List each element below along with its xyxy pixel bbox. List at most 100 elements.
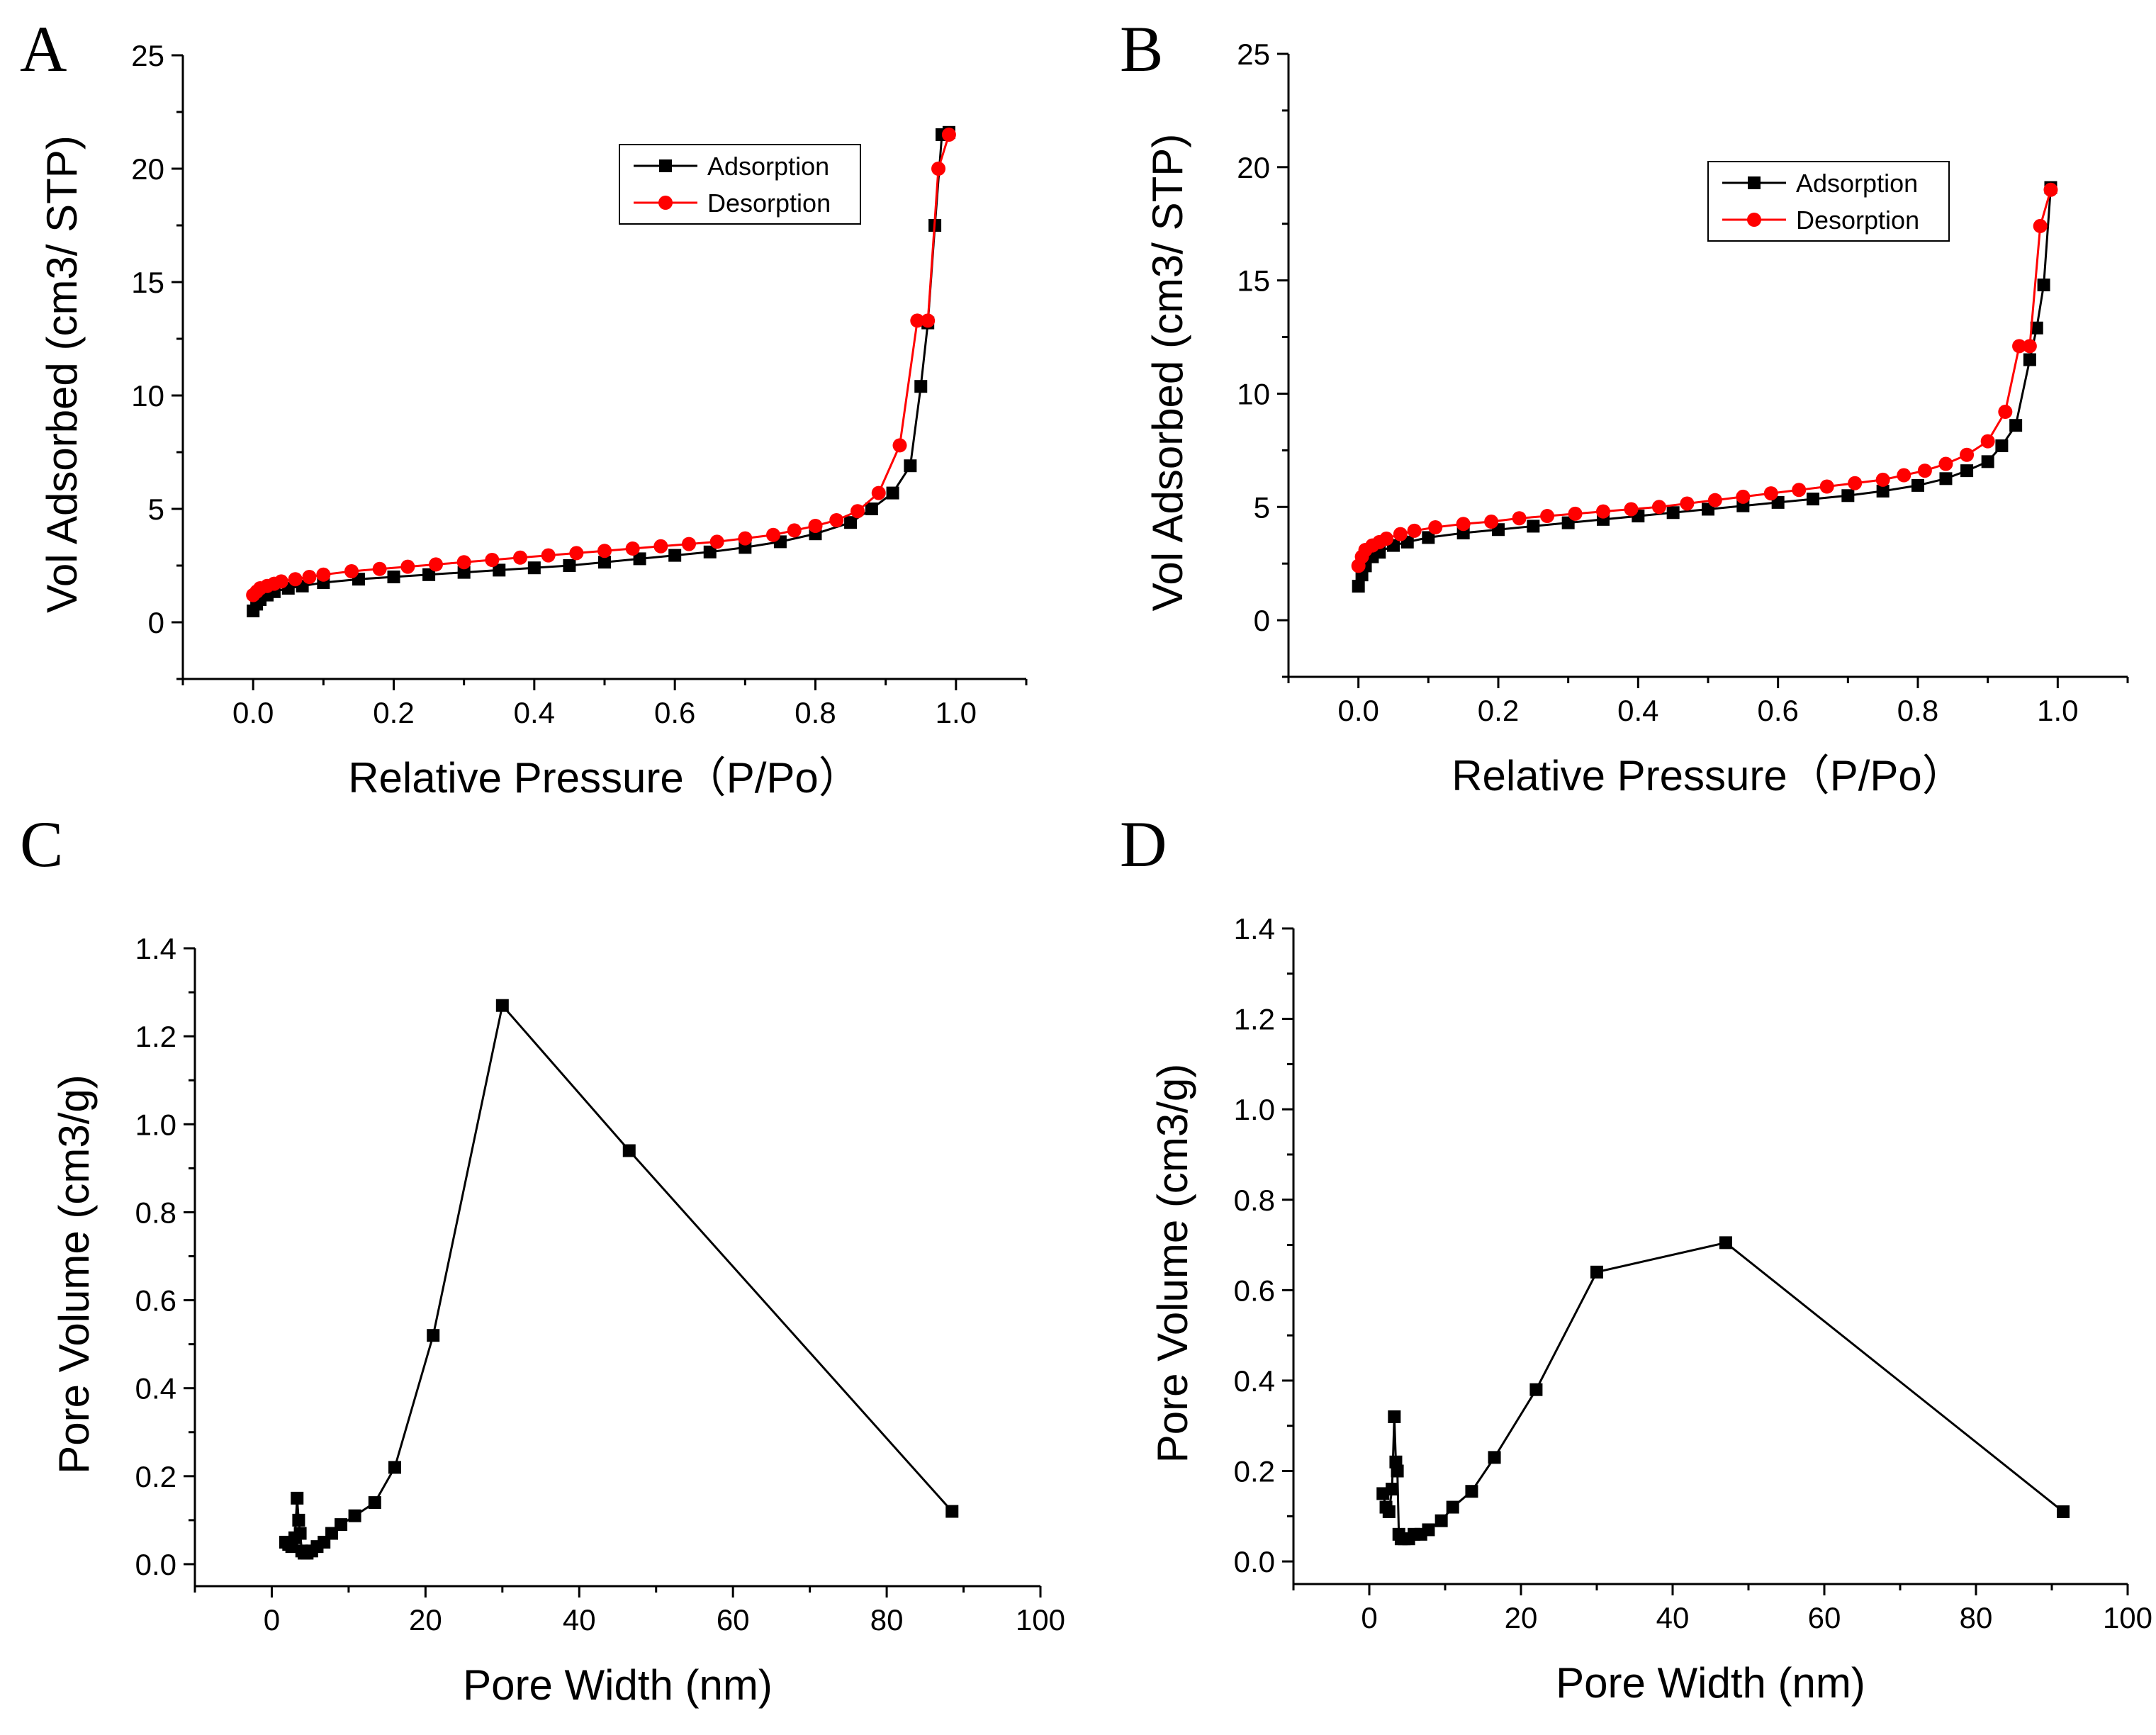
legend-label-desorption: Desorption (1796, 206, 1919, 235)
data-point-adsorption (457, 566, 471, 579)
y-tick-label-c: 0.8 (135, 1196, 176, 1229)
data-point-desorption (1680, 496, 1695, 511)
data-point-desorption (1980, 434, 1995, 449)
x-tick-label-a: 0.6 (654, 696, 695, 729)
data-point-desorption (1707, 493, 1722, 507)
data-point-desorption (921, 313, 936, 328)
y-tick-label-a: 5 (148, 493, 164, 526)
y-tick-label-d: 0.8 (1234, 1184, 1275, 1217)
data-point-pore-volume (1422, 1523, 1435, 1537)
data-point-desorption (1428, 520, 1443, 535)
y-tick-label-a: 25 (131, 39, 164, 72)
data-point-desorption (2012, 339, 2027, 354)
data-point-adsorption (914, 380, 928, 393)
data-point-desorption (1407, 523, 1422, 538)
data-point-desorption (941, 128, 956, 142)
y-tick-label-d: 1.4 (1234, 912, 1275, 945)
data-point-pore-volume (495, 999, 509, 1012)
x-axis-title-b: Relative Pressure（P/Po） (1452, 752, 1965, 799)
legend-a: Adsorption Desorption (619, 144, 861, 225)
data-point-desorption (1651, 500, 1666, 515)
data-point-pore-volume (622, 1144, 636, 1157)
data-point-pore-volume (1391, 1464, 1404, 1478)
x-tick-label-d: 60 (1808, 1601, 1841, 1634)
data-point-adsorption (844, 516, 858, 529)
legend-marker-desorption (1747, 213, 1761, 227)
data-point-desorption (597, 544, 612, 558)
x-tick-label-a: 0.2 (373, 696, 414, 729)
x-axis-title-d: Pore Width (nm) (1556, 1659, 1865, 1707)
y-tick-label-b: 10 (1237, 377, 1270, 410)
y-tick-label-c: 0.4 (135, 1372, 176, 1405)
legend-box-a (619, 144, 861, 225)
data-point-adsorption (1995, 439, 2009, 452)
legend-marker-desorption (658, 196, 673, 210)
x-axis-title-a: Relative Pressure（P/Po） (348, 754, 861, 802)
data-point-desorption (709, 534, 724, 549)
panel-letter-c: C (20, 808, 63, 880)
y-tick-label-a: 15 (131, 266, 164, 299)
data-point-desorption (1998, 405, 2013, 420)
data-point-desorption (1624, 502, 1639, 517)
data-point-desorption (625, 541, 640, 556)
panel-b: B 0.0 0.2 0.4 0.6 0.8 1.0 0 5 10 15 20 25 Relative Pr… (1120, 13, 2129, 799)
data-point-adsorption (1911, 478, 1924, 492)
data-point-pore-volume (1488, 1451, 1501, 1464)
x-tick-label-c: 0 (264, 1603, 280, 1636)
series-line-pore-volume-c (285, 1003, 953, 1554)
data-point-desorption (288, 572, 303, 587)
data-point-desorption (682, 537, 696, 551)
data-point-adsorption (668, 549, 682, 562)
data-point-pore-volume (427, 1329, 440, 1342)
data-point-desorption (1917, 464, 1932, 478)
data-point-adsorption (1666, 506, 1680, 520)
y-tick-label-c: 0.6 (135, 1284, 176, 1318)
x-tick-label-d: 40 (1656, 1601, 1690, 1634)
data-point-desorption (829, 513, 844, 527)
data-point-desorption (372, 561, 387, 576)
y-axis-title-d: Pore Volume (cm3/g) (1149, 1064, 1196, 1464)
data-point-pore-volume (1719, 1236, 1732, 1250)
data-point-desorption (787, 523, 802, 538)
y-tick-label-b: 25 (1237, 38, 1270, 71)
data-point-adsorption (563, 559, 576, 572)
data-point-desorption (871, 485, 886, 500)
data-point-desorption (569, 546, 584, 561)
y-tick-label-b: 0 (1254, 604, 1270, 637)
data-point-pore-volume (292, 1513, 305, 1527)
data-point-adsorption (2030, 321, 2043, 335)
y-tick-label-b: 20 (1237, 151, 1270, 184)
data-point-pore-volume (348, 1509, 361, 1522)
x-tick-label-b: 0.4 (1617, 694, 1658, 727)
x-tick-label-d: 0 (1361, 1601, 1377, 1634)
data-point-desorption (1763, 486, 1778, 501)
y-axis-title-c: Pore Volume (cm3/g) (50, 1074, 98, 1474)
data-point-adsorption (1527, 520, 1540, 533)
data-point-adsorption (387, 571, 400, 583)
legend-label-adsorption: Adsorption (1796, 169, 1918, 198)
x-axis-title-c: Pore Width (nm) (463, 1661, 773, 1709)
y-tick-label-d: 0.4 (1234, 1364, 1275, 1398)
data-point-pore-volume (293, 1527, 307, 1540)
y-tick-label-c: 1.4 (135, 932, 176, 965)
data-point-desorption (1792, 483, 1807, 498)
data-point-adsorption (1981, 455, 1994, 468)
data-point-adsorption (1841, 489, 1855, 502)
x-tick-label-c: 80 (870, 1603, 904, 1636)
data-point-pore-volume (388, 1461, 401, 1474)
data-point-desorption (1848, 476, 1863, 490)
data-point-pore-volume (2057, 1505, 2070, 1518)
y-tick-label-a: 20 (131, 152, 164, 186)
x-tick-label-b: 0.6 (1757, 694, 1798, 727)
y-tick-label-d: 0.2 (1234, 1455, 1275, 1488)
panel-letter-a: A (20, 13, 67, 85)
data-point-desorption (246, 588, 261, 602)
data-point-desorption (2043, 182, 2058, 197)
x-tick-label-a: 0.8 (795, 696, 836, 729)
x-tick-label-c: 60 (717, 1603, 750, 1636)
x-tick-label-b: 1.0 (2037, 694, 2078, 727)
data-point-desorption (1897, 468, 1911, 483)
data-point-adsorption (1876, 484, 1890, 498)
data-point-adsorption (1939, 472, 1953, 485)
